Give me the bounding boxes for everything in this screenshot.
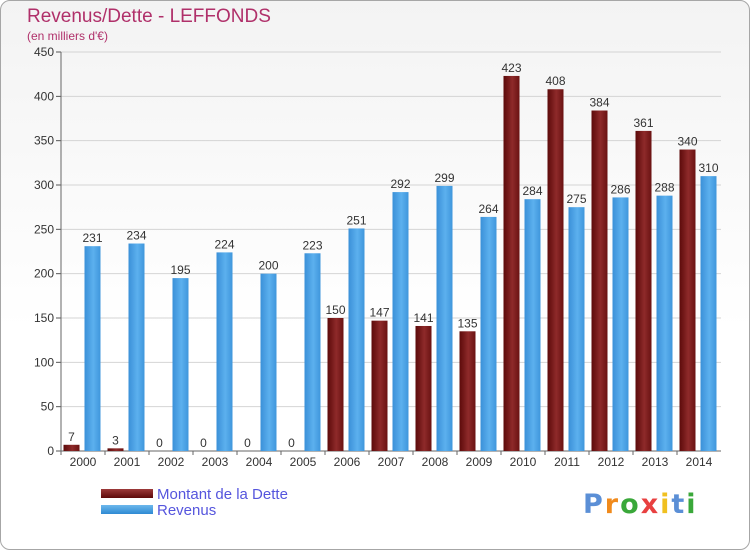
legend-swatch-revenus (101, 505, 153, 514)
x-tick-label: 2003 (202, 455, 229, 469)
data-label-debt: 135 (457, 316, 477, 330)
y-tick-label: 250 (34, 222, 54, 236)
bar-debt (547, 89, 564, 452)
x-tick-label: 2006 (334, 455, 361, 469)
bar-debt (635, 130, 652, 451)
bar-revenus (84, 246, 101, 451)
data-label-revenus: 275 (566, 192, 586, 206)
data-label-debt: 7 (68, 430, 75, 444)
bar-revenus (216, 252, 233, 451)
logo-letter: P (583, 489, 605, 520)
data-label-debt: 0 (156, 436, 163, 450)
bar-revenus (700, 176, 717, 451)
data-label-revenus: 292 (390, 177, 410, 191)
legend-label-revenus: Revenus (157, 502, 217, 519)
data-label-debt: 384 (589, 96, 609, 110)
data-label-revenus: 286 (610, 182, 630, 196)
x-tick-label: 2013 (642, 455, 669, 469)
x-tick-label: 2000 (70, 455, 97, 469)
x-tick-label: 2001 (114, 455, 141, 469)
logo-letter: i (660, 489, 672, 520)
y-tick-label: 450 (34, 45, 54, 59)
data-label-debt: 0 (244, 436, 251, 450)
x-tick-label: 2009 (466, 455, 493, 469)
data-label-revenus: 251 (346, 213, 366, 227)
legend-label-debt: Montant de la Dette (157, 486, 288, 503)
data-label-debt: 340 (677, 135, 697, 149)
logo-letter: i (686, 489, 698, 520)
bar-debt (107, 448, 124, 451)
bar-revenus (436, 185, 453, 452)
proxiti-logo: Proxiti (583, 489, 698, 520)
bar-debt (327, 318, 344, 451)
bar-revenus (524, 199, 541, 451)
data-label-debt: 141 (413, 311, 433, 325)
data-label-debt: 0 (200, 436, 207, 450)
data-label-revenus: 284 (522, 184, 542, 198)
bar-debt (459, 331, 476, 451)
logo-letter: o (620, 489, 641, 520)
data-label-debt: 0 (288, 436, 295, 450)
data-label-debt: 423 (501, 61, 521, 75)
bar-revenus (128, 243, 145, 451)
data-label-revenus: 264 (478, 202, 498, 216)
y-tick-label: 350 (34, 134, 54, 148)
x-tick-label: 2005 (290, 455, 317, 469)
logo-letter: t (671, 489, 687, 520)
data-label-revenus: 195 (170, 263, 190, 277)
data-label-debt: 361 (633, 116, 653, 130)
x-tick-label: 2007 (378, 455, 405, 469)
data-label-revenus: 234 (126, 229, 146, 243)
legend-swatch-debt (101, 489, 153, 498)
bar-revenus (656, 195, 673, 451)
y-tick-label: 200 (34, 267, 54, 281)
data-label-revenus: 200 (258, 259, 278, 273)
data-label-revenus: 310 (698, 161, 718, 175)
data-label-debt: 150 (325, 303, 345, 317)
data-label-revenus: 288 (654, 181, 674, 195)
bar-debt (415, 325, 432, 451)
bar-debt (591, 110, 608, 452)
bar-revenus (568, 207, 585, 451)
x-tick-label: 2002 (158, 455, 185, 469)
logo-letter: r (604, 489, 621, 520)
bar-revenus (260, 273, 277, 451)
chart-subtitle: (en milliers d'€) (27, 29, 108, 43)
chart-title: Revenus/Dette - LEFFONDS (27, 6, 271, 27)
x-tick-label: 2011 (554, 455, 580, 469)
bar-revenus (612, 197, 629, 451)
bar-debt (503, 75, 520, 451)
x-tick-label: 2010 (510, 455, 537, 469)
data-label-debt: 147 (369, 306, 389, 320)
data-label-debt: 3 (112, 433, 119, 447)
x-tick-label: 2004 (246, 455, 273, 469)
x-tick-label: 2008 (422, 455, 449, 469)
x-tick-label: 2012 (598, 455, 625, 469)
bar-debt (679, 149, 696, 452)
data-label-revenus: 223 (302, 238, 322, 252)
bar-revenus (172, 278, 189, 451)
y-tick-label: 300 (34, 178, 54, 192)
y-tick-label: 0 (47, 444, 54, 458)
y-tick-label: 50 (41, 400, 55, 414)
bar-revenus (304, 253, 321, 451)
data-label-debt: 408 (545, 74, 565, 88)
bar-revenus (348, 228, 365, 451)
data-label-revenus: 231 (82, 231, 102, 245)
data-label-revenus: 299 (434, 171, 454, 185)
bar-revenus (392, 192, 409, 452)
data-label-revenus: 224 (214, 237, 234, 251)
bar-revenus (480, 216, 497, 451)
x-tick-label: 2014 (686, 455, 713, 469)
logo-letter: x (640, 489, 661, 520)
y-tick-label: 400 (34, 89, 54, 103)
y-tick-label: 100 (34, 355, 54, 369)
bar-debt (63, 444, 80, 451)
bar-debt (371, 320, 388, 451)
y-tick-label: 150 (34, 311, 54, 325)
